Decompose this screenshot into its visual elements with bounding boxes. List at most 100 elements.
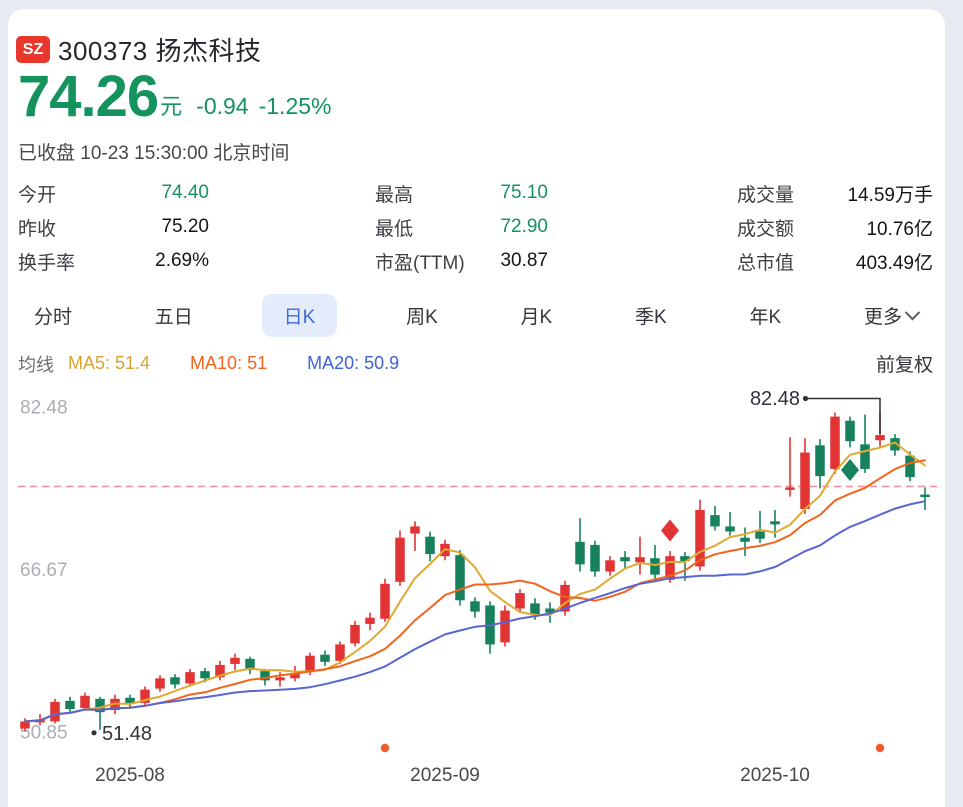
stock-title: 300373 扬杰科技 (58, 36, 262, 66)
candle-body (830, 416, 840, 469)
candle-body (410, 526, 420, 534)
candle-body (95, 698, 105, 713)
candle-body (710, 515, 720, 527)
candle-body (305, 655, 315, 673)
candle-body (860, 444, 870, 469)
ma20-line (24, 500, 926, 723)
stat-market-cap: 总市值 403.49亿 (737, 252, 933, 274)
candle-body (605, 560, 615, 572)
chart-label: 82.48 (750, 388, 800, 410)
candle-body (350, 624, 360, 644)
candle-body (50, 701, 60, 722)
ma5-line (24, 441, 926, 723)
candle-body (575, 541, 585, 565)
candle-body (800, 452, 810, 509)
tab-weekly-k[interactable]: 周K (406, 306, 438, 328)
tab-minute[interactable]: 分时 (34, 306, 73, 328)
chart-label: 2025-09 (410, 765, 480, 786)
current-price: 74.26 (18, 64, 159, 129)
candle-body (365, 617, 375, 624)
candle-body (455, 555, 465, 601)
stat-volume: 成交量 14.59万手 (737, 184, 933, 206)
candle-body (20, 721, 30, 729)
candle-body (845, 420, 855, 442)
candle-body (200, 671, 210, 679)
event-diamond (841, 458, 859, 481)
tab-yearly-k[interactable]: 年K (749, 306, 782, 328)
candle-body (470, 601, 480, 612)
candle-body (215, 664, 225, 678)
candle-body (620, 557, 630, 562)
candle-body (170, 677, 180, 685)
candle-body (560, 584, 570, 612)
ma-title: 均线 (18, 354, 54, 375)
candle-body (665, 556, 675, 580)
tab-five-day[interactable]: 五日 (154, 306, 193, 328)
stats-column-3: 成交量 14.59万手 成交额 10.76亿 总市值 403.49亿 (737, 176, 933, 278)
chart-label: 2025-08 (95, 765, 165, 786)
candle-body (725, 526, 735, 532)
candle-body (755, 531, 765, 539)
stat-turnover-rate: 换手率 2.69% (18, 250, 209, 274)
candle-body (230, 657, 240, 664)
candle-body (680, 556, 690, 562)
candle-body (425, 536, 435, 555)
candle-body (380, 583, 390, 619)
ma-legend-bar: 均线 MA5: 51.4 MA10: 51 MA20: 50.9 前复权 (18, 350, 933, 377)
candle-body (125, 697, 135, 704)
candle-body (155, 678, 165, 689)
chart-label: 2025-10 (740, 765, 810, 786)
quote-card (8, 9, 945, 807)
candle-body (245, 658, 255, 671)
candle-body (290, 673, 300, 679)
candle-body (770, 521, 780, 525)
candle-body (335, 644, 345, 661)
stat-amount: 成交额 10.76亿 (737, 218, 933, 240)
market-status: 已收盘 10-23 15:30:00 北京时间 (18, 143, 290, 164)
candle-body (65, 700, 75, 710)
candle-body (140, 689, 150, 703)
high-point-dot (802, 395, 809, 402)
candle-body (815, 445, 825, 477)
candle-body (875, 435, 885, 441)
candle-body (635, 557, 645, 563)
candle-body (80, 695, 90, 709)
price-change-percent: -1.25% (258, 93, 332, 119)
ma10-line (24, 459, 926, 723)
chart-label: 50.85 (20, 722, 68, 743)
chevron-down-icon (904, 304, 921, 320)
stat-prev-close: 昨收 75.20 (18, 216, 209, 240)
candle-body (590, 544, 600, 572)
tab-monthly-k[interactable]: 月K (520, 306, 553, 328)
event-dot (380, 743, 390, 753)
chart-label: 82.48 (20, 398, 68, 419)
stat-low: 最低 72.90 (375, 216, 548, 240)
candle-body (920, 494, 930, 498)
candle-body (185, 672, 195, 684)
tab-daily-k[interactable]: 日K (261, 293, 338, 337)
candle-body (395, 537, 405, 582)
chart-label: 51.48 (102, 723, 152, 745)
candle-body (650, 558, 660, 575)
exchange-badge: SZ (16, 36, 50, 63)
chart-label: 66.67 (20, 560, 68, 581)
candle-body (695, 509, 705, 567)
adjust-mode-toggle[interactable]: 前复权 (875, 355, 933, 376)
stat-high: 最高 75.10 (375, 182, 548, 206)
candle-body (275, 677, 285, 681)
candle-body (515, 593, 525, 609)
period-tabs: 分时 五日 日K 周K 月K 季K 年K 更多 (20, 292, 932, 338)
candle-body (530, 603, 540, 615)
tab-more[interactable]: 更多 (850, 294, 932, 337)
candle-body (785, 487, 795, 490)
low-point-dot (91, 730, 97, 736)
candle-body (545, 608, 555, 613)
candle-body (740, 537, 750, 542)
event-dot (875, 743, 885, 753)
tab-quarterly-k[interactable]: 季K (635, 306, 667, 328)
price-change: -0.94 (196, 93, 249, 119)
candle-body (890, 438, 900, 451)
candle-body (320, 654, 330, 662)
